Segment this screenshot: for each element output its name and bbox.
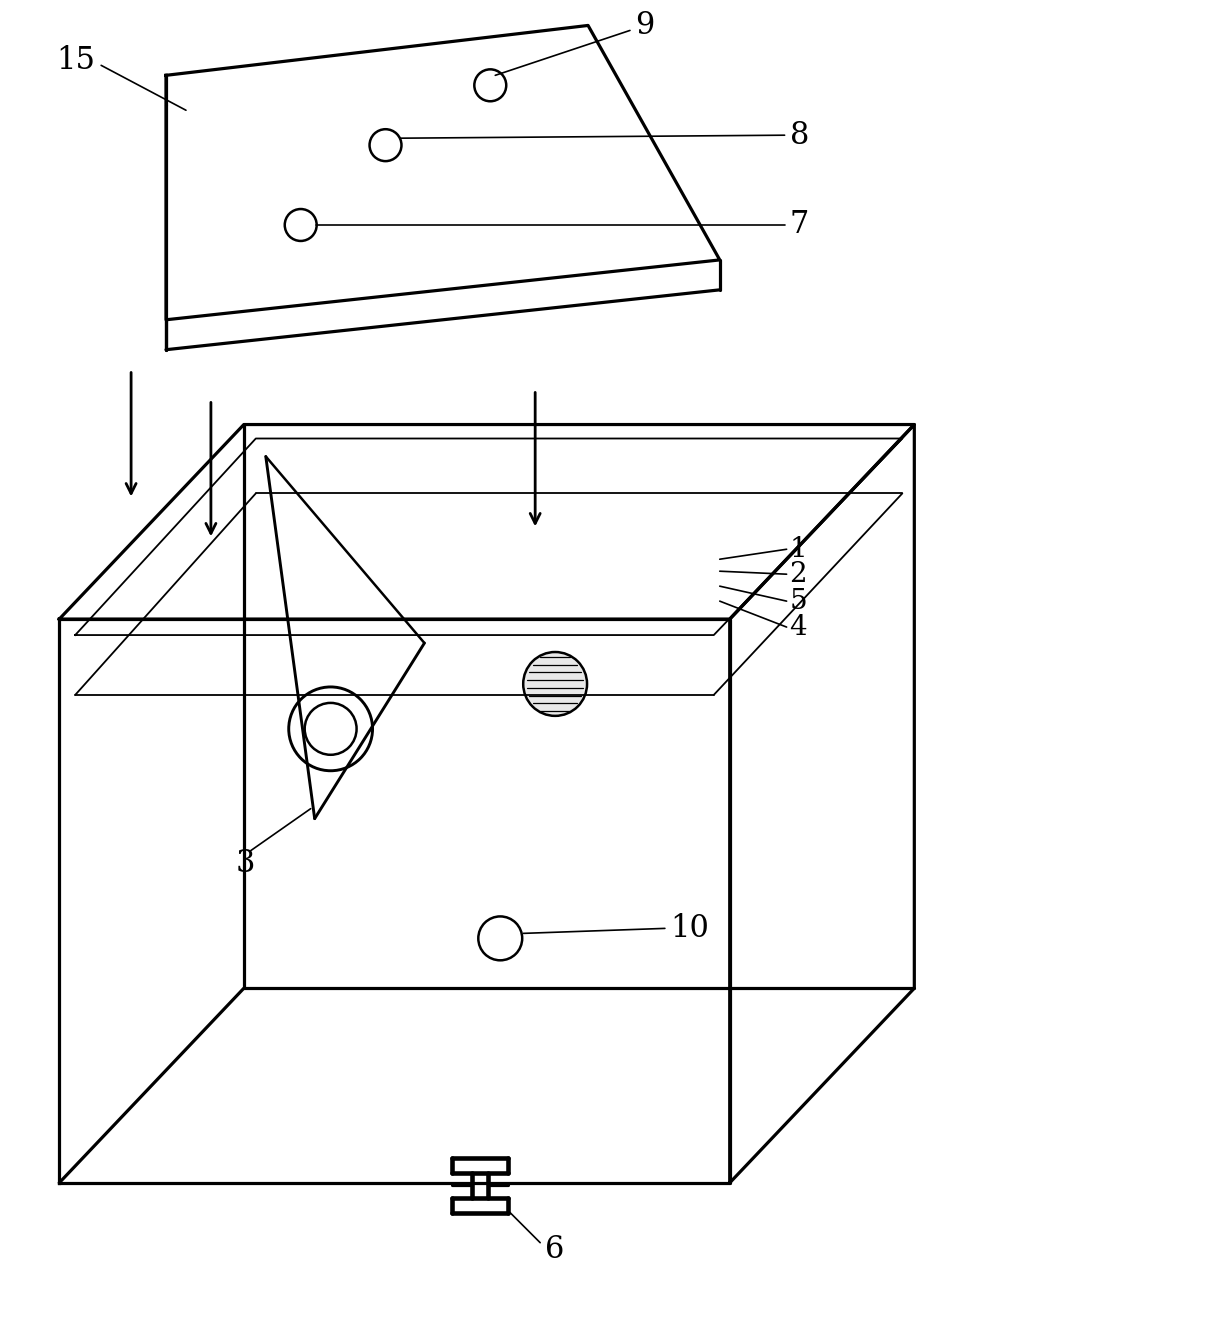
Text: 5: 5 xyxy=(790,588,807,615)
Text: 2: 2 xyxy=(790,561,807,588)
Text: 9: 9 xyxy=(635,11,654,41)
Text: 7: 7 xyxy=(790,210,808,240)
Text: 15: 15 xyxy=(56,45,96,77)
Text: 6: 6 xyxy=(545,1235,565,1265)
Text: 8: 8 xyxy=(790,120,808,150)
Circle shape xyxy=(523,652,587,716)
Text: 3: 3 xyxy=(236,848,255,878)
Text: 4: 4 xyxy=(790,613,807,641)
Text: 1: 1 xyxy=(790,536,807,563)
Text: 10: 10 xyxy=(670,913,709,944)
